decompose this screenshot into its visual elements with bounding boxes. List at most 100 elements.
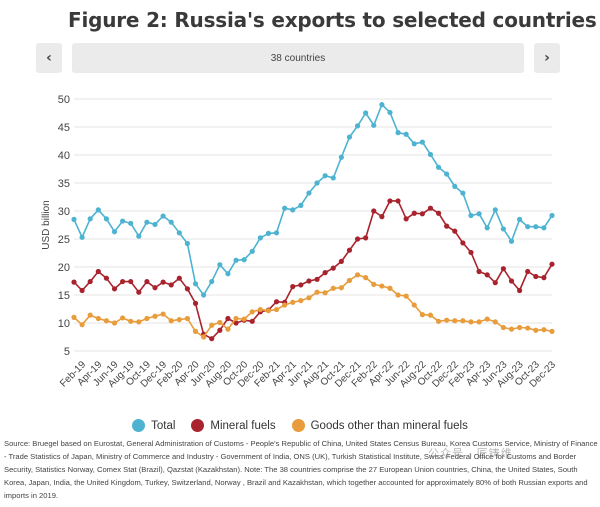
data-point — [168, 219, 174, 225]
y-tick-label: 5 — [64, 346, 70, 358]
data-point — [192, 281, 199, 287]
y-axis-label: USD billion — [41, 200, 52, 249]
data-point — [103, 318, 110, 324]
legend-item-total[interactable]: Total — [132, 419, 175, 432]
data-point — [346, 247, 353, 253]
data-point — [217, 319, 223, 326]
data-point — [549, 328, 555, 334]
data-point — [500, 324, 506, 331]
data-point — [444, 223, 450, 229]
legend-item-other-goods[interactable]: Goods other than mineral fuels — [291, 419, 468, 432]
data-point — [265, 308, 272, 314]
data-point — [71, 314, 77, 320]
data-point — [79, 234, 85, 240]
data-point — [549, 261, 555, 267]
data-point — [468, 319, 474, 325]
data-point — [330, 175, 336, 181]
data-point — [387, 109, 393, 116]
data-point — [419, 139, 425, 145]
data-point — [346, 277, 353, 284]
data-point — [233, 257, 239, 263]
legend-swatch-mineral-fuels — [191, 419, 205, 432]
legend-label-mineral-fuels: Mineral fuels — [210, 419, 276, 432]
data-point — [87, 216, 93, 222]
data-point — [217, 262, 223, 268]
data-point — [184, 240, 191, 247]
data-point — [233, 320, 239, 326]
data-point — [541, 327, 547, 333]
data-point — [290, 207, 296, 213]
data-point — [176, 317, 182, 323]
figure-title: Figure 2: Russia's exports to selected c… — [68, 8, 597, 32]
data-point — [452, 318, 458, 324]
data-point — [484, 225, 490, 231]
data-point — [120, 278, 126, 285]
data-point — [306, 278, 312, 284]
data-point — [525, 268, 531, 275]
data-point — [492, 319, 498, 325]
data-point — [354, 236, 361, 242]
data-point — [322, 270, 328, 276]
legend-item-mineral-fuels[interactable]: Mineral fuels — [191, 419, 276, 432]
data-point — [265, 230, 272, 236]
data-point — [500, 266, 506, 272]
data-point — [144, 278, 150, 285]
data-point — [354, 272, 361, 278]
data-point — [298, 202, 304, 208]
data-point — [338, 258, 344, 264]
data-point — [128, 318, 134, 324]
data-point — [354, 123, 361, 129]
data-point — [95, 207, 101, 213]
data-point — [249, 318, 255, 324]
data-point — [103, 275, 110, 281]
data-point — [411, 302, 417, 308]
data-point — [508, 278, 515, 284]
data-point — [225, 271, 231, 277]
data-point — [87, 312, 93, 318]
data-point — [533, 224, 539, 230]
data-point — [273, 299, 280, 305]
data-point — [314, 276, 320, 282]
data-point — [387, 198, 393, 204]
data-point — [338, 154, 344, 160]
data-point — [525, 224, 531, 230]
data-point — [306, 190, 312, 196]
legend-swatch-total — [132, 419, 146, 432]
data-point — [209, 322, 215, 328]
data-point — [508, 238, 515, 244]
data-point — [273, 230, 280, 236]
y-tick-label: 30 — [58, 206, 70, 218]
data-point — [435, 164, 442, 170]
data-point — [209, 336, 215, 342]
data-point — [541, 225, 547, 231]
data-point — [168, 318, 174, 324]
data-point — [444, 317, 450, 323]
data-point — [379, 283, 385, 289]
data-point — [225, 315, 231, 322]
data-point — [79, 287, 85, 294]
data-point — [225, 326, 231, 332]
data-point — [241, 316, 247, 322]
data-point — [427, 205, 434, 211]
data-point — [103, 216, 110, 222]
y-tick-label: 15 — [58, 290, 70, 302]
data-point — [403, 131, 409, 137]
data-point — [144, 219, 150, 225]
data-point — [468, 249, 474, 256]
y-tick-label: 50 — [58, 94, 70, 106]
data-point — [192, 328, 199, 334]
data-point — [476, 268, 482, 275]
data-point — [346, 134, 353, 140]
previous-option-button[interactable]: ‹ — [36, 43, 62, 73]
data-point — [160, 311, 166, 317]
data-point — [427, 312, 434, 318]
data-point — [476, 319, 482, 325]
data-point — [371, 208, 377, 214]
country-group-selector[interactable]: 38 countries — [72, 43, 524, 73]
data-point — [444, 171, 450, 177]
data-point — [168, 282, 174, 288]
data-point — [484, 272, 490, 278]
legend-label-other-goods: Goods other than mineral fuels — [310, 419, 468, 432]
next-option-button[interactable]: › — [534, 43, 560, 73]
